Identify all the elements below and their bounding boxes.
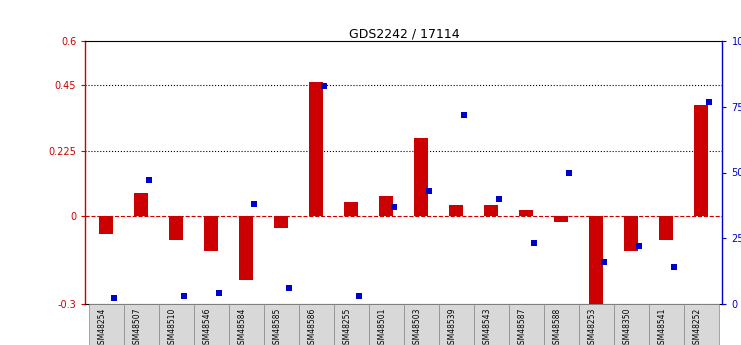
Point (143, 178, 155, 183)
Text: GSM48585: GSM48585 (272, 307, 282, 345)
FancyBboxPatch shape (369, 304, 404, 345)
FancyBboxPatch shape (544, 304, 579, 345)
Text: GSM48539: GSM48539 (448, 307, 456, 345)
Point (248, 201, 260, 207)
Point (353, 293, 365, 298)
Point (388, 204, 400, 209)
Text: GSM48588: GSM48588 (552, 307, 562, 345)
FancyBboxPatch shape (439, 304, 474, 345)
FancyBboxPatch shape (264, 304, 299, 345)
Bar (554, 216, 568, 222)
Point (528, 240, 540, 246)
Bar (694, 106, 708, 216)
Point (283, 285, 295, 290)
FancyBboxPatch shape (124, 304, 159, 345)
Text: GSM48501: GSM48501 (377, 307, 386, 345)
Text: GSM48587: GSM48587 (517, 307, 526, 345)
Bar (414, 138, 428, 216)
Bar (134, 193, 148, 216)
Bar (205, 216, 219, 251)
FancyBboxPatch shape (333, 304, 369, 345)
Point (563, 170, 575, 175)
Bar (379, 196, 393, 216)
Text: GSM48546: GSM48546 (202, 307, 211, 345)
FancyBboxPatch shape (579, 304, 614, 345)
Point (423, 188, 435, 194)
Point (668, 264, 680, 270)
FancyBboxPatch shape (159, 304, 193, 345)
Bar (519, 210, 534, 216)
Text: GSM48543: GSM48543 (482, 307, 491, 345)
Bar (169, 216, 183, 239)
FancyBboxPatch shape (89, 304, 124, 345)
Text: GSM48541: GSM48541 (657, 307, 666, 345)
Point (108, 296, 120, 301)
Text: GSM48255: GSM48255 (342, 307, 351, 345)
Bar (625, 216, 639, 251)
FancyBboxPatch shape (299, 304, 333, 345)
Bar (659, 216, 674, 239)
Text: GSM48584: GSM48584 (237, 307, 246, 345)
Point (703, 99, 715, 105)
Bar (589, 216, 603, 318)
Text: GSM48252: GSM48252 (693, 307, 702, 345)
Text: GSM48586: GSM48586 (308, 307, 316, 345)
Point (178, 293, 190, 298)
Point (598, 259, 610, 264)
FancyBboxPatch shape (509, 304, 544, 345)
Point (213, 290, 225, 296)
Text: GSM48503: GSM48503 (412, 307, 422, 345)
Text: GSM48254: GSM48254 (97, 307, 106, 345)
Point (458, 112, 470, 118)
Text: GSM48350: GSM48350 (622, 307, 631, 345)
Point (318, 83, 330, 89)
Text: GSM48507: GSM48507 (132, 307, 142, 345)
Text: GSM48510: GSM48510 (167, 307, 176, 345)
FancyBboxPatch shape (474, 304, 509, 345)
Bar (309, 82, 323, 216)
Text: GSM48253: GSM48253 (588, 307, 597, 345)
FancyBboxPatch shape (614, 304, 649, 345)
FancyBboxPatch shape (649, 304, 684, 345)
FancyBboxPatch shape (404, 304, 439, 345)
Point (494, 196, 505, 201)
Bar (449, 205, 463, 216)
FancyBboxPatch shape (684, 304, 719, 345)
Point (634, 243, 645, 249)
Bar (485, 205, 499, 216)
FancyBboxPatch shape (229, 304, 264, 345)
FancyBboxPatch shape (193, 304, 229, 345)
Bar (99, 216, 113, 234)
Bar (274, 216, 288, 228)
Title: GDS2242 / 17114: GDS2242 / 17114 (348, 27, 459, 40)
Bar (239, 216, 253, 280)
Bar (345, 201, 359, 216)
